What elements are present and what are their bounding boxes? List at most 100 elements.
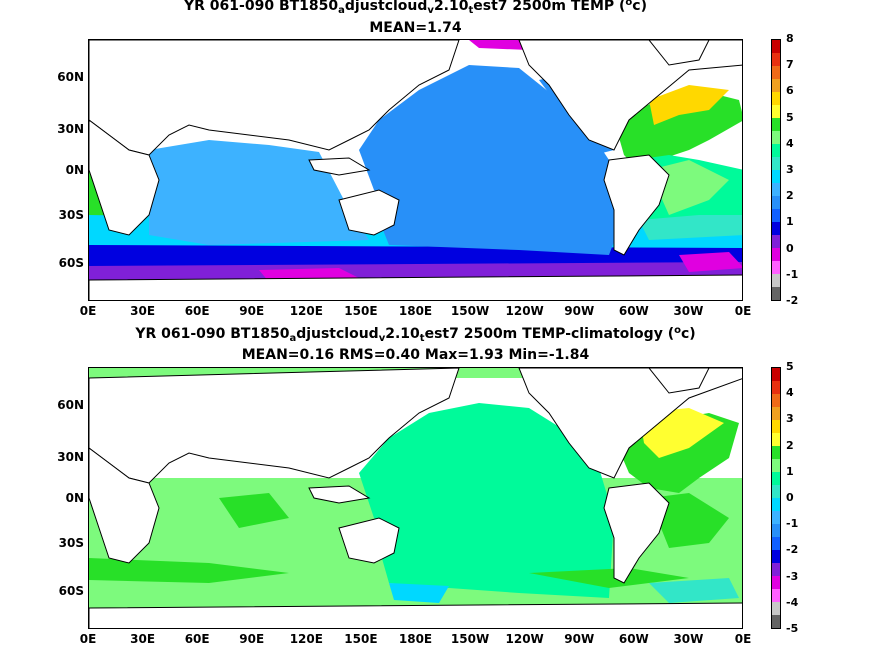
- colorbar-tick-label: 2: [786, 438, 794, 452]
- colorbar-swatch: [772, 66, 780, 79]
- lon-label: 0E: [79, 632, 97, 646]
- colorbar-tick-label: -1: [786, 517, 799, 531]
- p1-indian-blue: [149, 140, 369, 245]
- p2-land-australia: [338, 517, 400, 564]
- p2-ross-cyan: [389, 583, 449, 603]
- p2-land-africa: [89, 447, 160, 564]
- lon-label: 120E: [289, 304, 323, 318]
- p1-southern-purple: [89, 262, 742, 280]
- lon-label: 90W: [564, 632, 595, 646]
- colorbar-swatch: [772, 589, 780, 602]
- lon-label: 150W: [450, 632, 490, 646]
- lat-label: 60N: [57, 70, 84, 84]
- lon-label: 180E: [398, 632, 433, 646]
- colorbar-tick-label: 3: [786, 412, 794, 426]
- lon-label: 90W: [564, 304, 595, 318]
- colorbar-swatch: [772, 576, 780, 589]
- colorbar-swatch: [772, 394, 780, 407]
- lon-label: 60E: [184, 304, 210, 318]
- colorbar-swatch: [772, 274, 780, 287]
- lon-label: 30W: [673, 304, 704, 318]
- p1-atlantic-s-lime: [649, 160, 729, 215]
- lon-label: 0E: [734, 632, 752, 646]
- colorbar-swatch: [772, 381, 780, 394]
- p1-land-namerica: [518, 40, 742, 151]
- colorbar-tick-label: -3: [786, 569, 799, 583]
- lat-label: 0N: [65, 163, 84, 177]
- colorbar-swatch: [772, 248, 780, 261]
- lon-label: 180E: [398, 304, 433, 318]
- colorbar-tick-label: -2: [786, 294, 799, 307]
- lat-label: 60S: [58, 584, 84, 598]
- colorbar-tick-label: 0: [786, 491, 794, 504]
- p1-atlantic-yellow: [649, 85, 729, 125]
- lon-label: 150E: [344, 632, 378, 646]
- lat-label: 30S: [58, 208, 84, 222]
- lon-label: 120W: [505, 632, 544, 646]
- colorbar-tick-label: 6: [786, 84, 794, 98]
- p1-land-antarctica: [89, 274, 742, 300]
- lon-label: 0E: [734, 304, 752, 318]
- lon-label: 150W: [450, 304, 490, 318]
- colorbar-swatch: [772, 144, 780, 157]
- colorbar-swatch: [772, 131, 780, 144]
- lon-label: 60W: [618, 632, 649, 646]
- lon-label: 120E: [289, 632, 323, 646]
- panel2-map-svg: [89, 368, 742, 628]
- p2-land-antarctica: [89, 602, 742, 628]
- p2-atlantic-s-green: [649, 493, 729, 548]
- colorbar-tick-label: 0: [786, 241, 794, 255]
- colorbar-tick-label: 1: [786, 464, 794, 478]
- colorbar-swatch: [772, 420, 780, 433]
- lon-label: 60W: [618, 304, 649, 318]
- colorbar-swatch: [772, 537, 780, 550]
- colorbar-tick-label: 4: [786, 136, 794, 150]
- colorbar-tick-label: 1: [786, 215, 794, 229]
- p2-land-indonesia: [308, 485, 371, 504]
- panel2-map: [88, 367, 743, 629]
- colorbar-swatch: [772, 407, 780, 420]
- colorbar-swatch: [772, 498, 780, 511]
- p2-indian-patch: [219, 493, 289, 528]
- colorbar-swatch: [772, 524, 780, 537]
- lat-label: 30N: [57, 450, 84, 464]
- colorbar-swatch: [772, 92, 780, 105]
- colorbar-tick-label: -4: [786, 595, 799, 609]
- lon-label: 90E: [239, 632, 265, 646]
- colorbar-tick-label: 8: [786, 32, 794, 45]
- p2-weddell-cyan: [649, 578, 739, 603]
- colorbar-tick-label: 5: [786, 110, 794, 124]
- colorbar-swatch: [772, 472, 780, 485]
- lon-label: 60E: [184, 632, 210, 646]
- panel1-map-svg: [89, 40, 742, 300]
- colorbar-swatch: [772, 485, 780, 498]
- panel2-subtitle: MEAN=0.16 RMS=0.40 Max=1.93 Min=-1.84: [241, 347, 590, 363]
- p2-land-samerica: [603, 482, 670, 584]
- lat-label: 60S: [58, 256, 84, 270]
- colorbar-tick-label: 2: [786, 189, 794, 203]
- panel1-map: [88, 39, 743, 301]
- colorbar-swatch: [772, 563, 780, 576]
- lat-label: 30S: [58, 536, 84, 550]
- colorbar-tick-label: 4: [786, 386, 794, 400]
- lat-label: 0N: [65, 491, 84, 505]
- p1-atlantic-s-cyan: [639, 215, 742, 240]
- p2-pacific-spring: [359, 403, 614, 598]
- lon-label: 30E: [130, 304, 156, 318]
- p2-land-namerica: [518, 368, 742, 479]
- p1-atlantic-n-green: [614, 90, 742, 170]
- colorbar-swatch: [772, 170, 780, 183]
- colorbar-swatch: [772, 79, 780, 92]
- colorbar-tick-label: -1: [786, 267, 799, 281]
- p2-southern-green: [89, 558, 289, 583]
- colorbar-swatch: [772, 368, 780, 381]
- colorbar-tick-label: 7: [786, 58, 794, 72]
- colorbar-swatch: [772, 602, 780, 615]
- lat-label: 60N: [57, 398, 84, 412]
- colorbar-swatch: [772, 196, 780, 209]
- panel2-colorbar: [771, 367, 781, 629]
- colorbar-swatch: [772, 615, 780, 628]
- colorbar-swatch: [772, 261, 780, 274]
- p1-land-africa: [89, 119, 160, 236]
- p1-pacific-blue: [359, 65, 624, 255]
